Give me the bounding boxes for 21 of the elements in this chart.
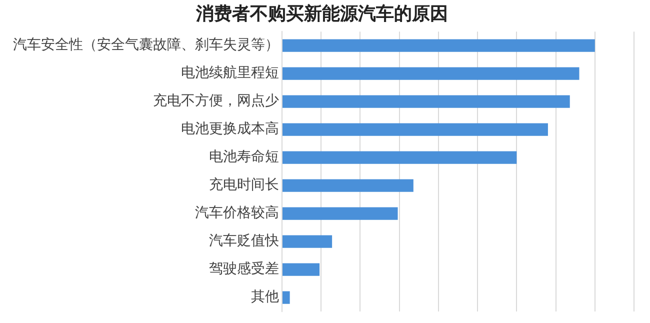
bar — [282, 263, 320, 276]
y-tick-label: 汽车价格较高 — [195, 205, 279, 222]
bar — [282, 179, 414, 192]
bar — [282, 207, 398, 220]
y-tick-label: 汽车安全性（安全气囊故障、刹车失灵等） — [13, 37, 279, 54]
bar — [282, 39, 595, 52]
y-tick-label: 电池续航里程短 — [181, 65, 279, 82]
bar — [282, 67, 580, 80]
y-tick-label: 充电不方便，网点少 — [153, 93, 279, 110]
y-tick-label: 其他 — [251, 289, 279, 306]
y-tick-label: 电池寿命短 — [209, 149, 279, 166]
y-tick-label: 充电时间长 — [209, 177, 279, 194]
bar — [282, 95, 570, 108]
bar — [282, 235, 332, 248]
chart-title: 消费者不购买新能源汽车的原因 — [195, 3, 448, 24]
y-tick-label: 驾驶感受差 — [209, 261, 279, 278]
bar — [282, 151, 517, 164]
y-tick-label: 汽车贬值快 — [209, 233, 279, 250]
y-tick-label: 电池更换成本高 — [181, 121, 279, 138]
bar — [282, 291, 290, 304]
bar — [282, 123, 548, 136]
